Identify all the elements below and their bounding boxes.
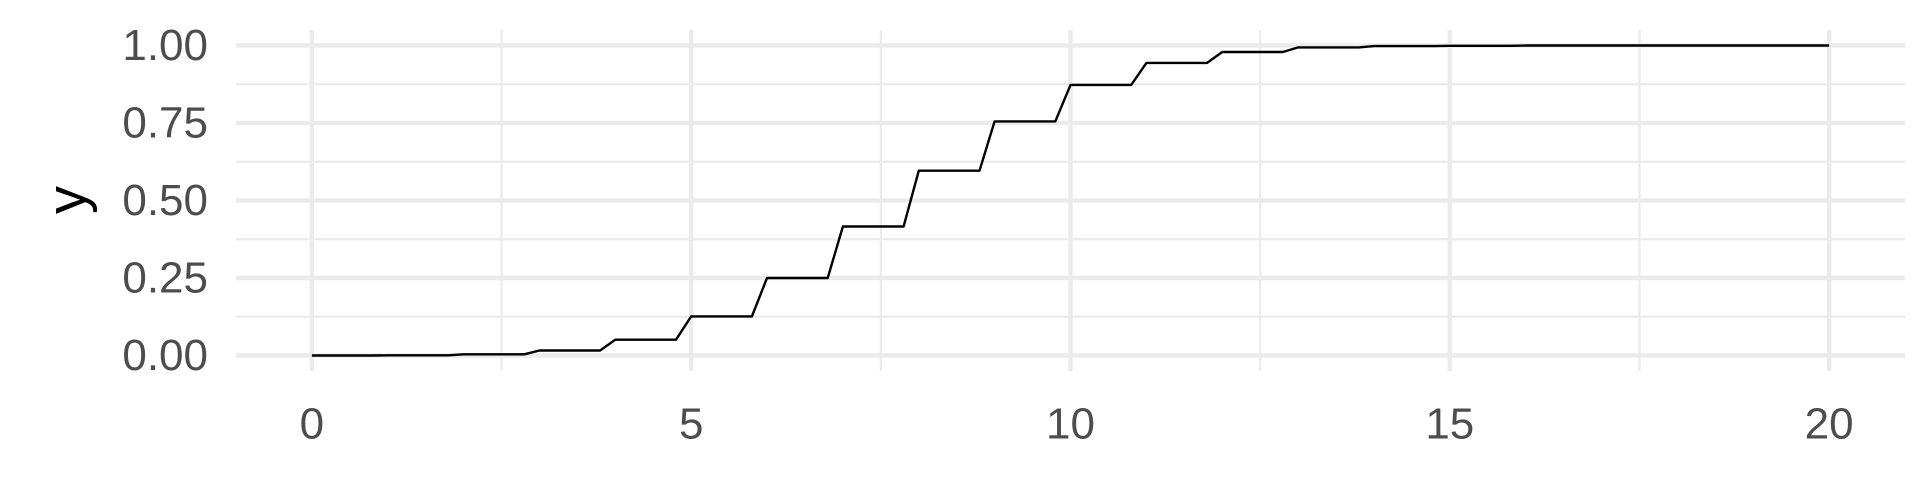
major-gridlines: [236, 30, 1905, 371]
x-axis-ticks: 0 5 10 15 20: [300, 400, 1854, 449]
x-tick-label: 10: [1046, 400, 1095, 449]
y-tick-label: 1.00: [122, 21, 208, 70]
x-tick-label: 5: [679, 400, 703, 449]
y-axis-title: y: [35, 186, 98, 214]
y-tick-label: 0.50: [122, 176, 208, 225]
x-tick-label: 20: [1805, 400, 1854, 449]
y-tick-label: 0.25: [122, 254, 208, 303]
x-tick-label: 15: [1425, 400, 1474, 449]
y-tick-label: 0.75: [122, 99, 208, 148]
y-tick-label: 0.00: [122, 331, 208, 380]
y-axis-ticks: 0.00 0.25 0.50 0.75 1.00: [122, 21, 208, 380]
series-line: [311, 44, 1830, 357]
x-tick-label: 0: [300, 400, 324, 449]
series-layer: [311, 44, 1830, 357]
